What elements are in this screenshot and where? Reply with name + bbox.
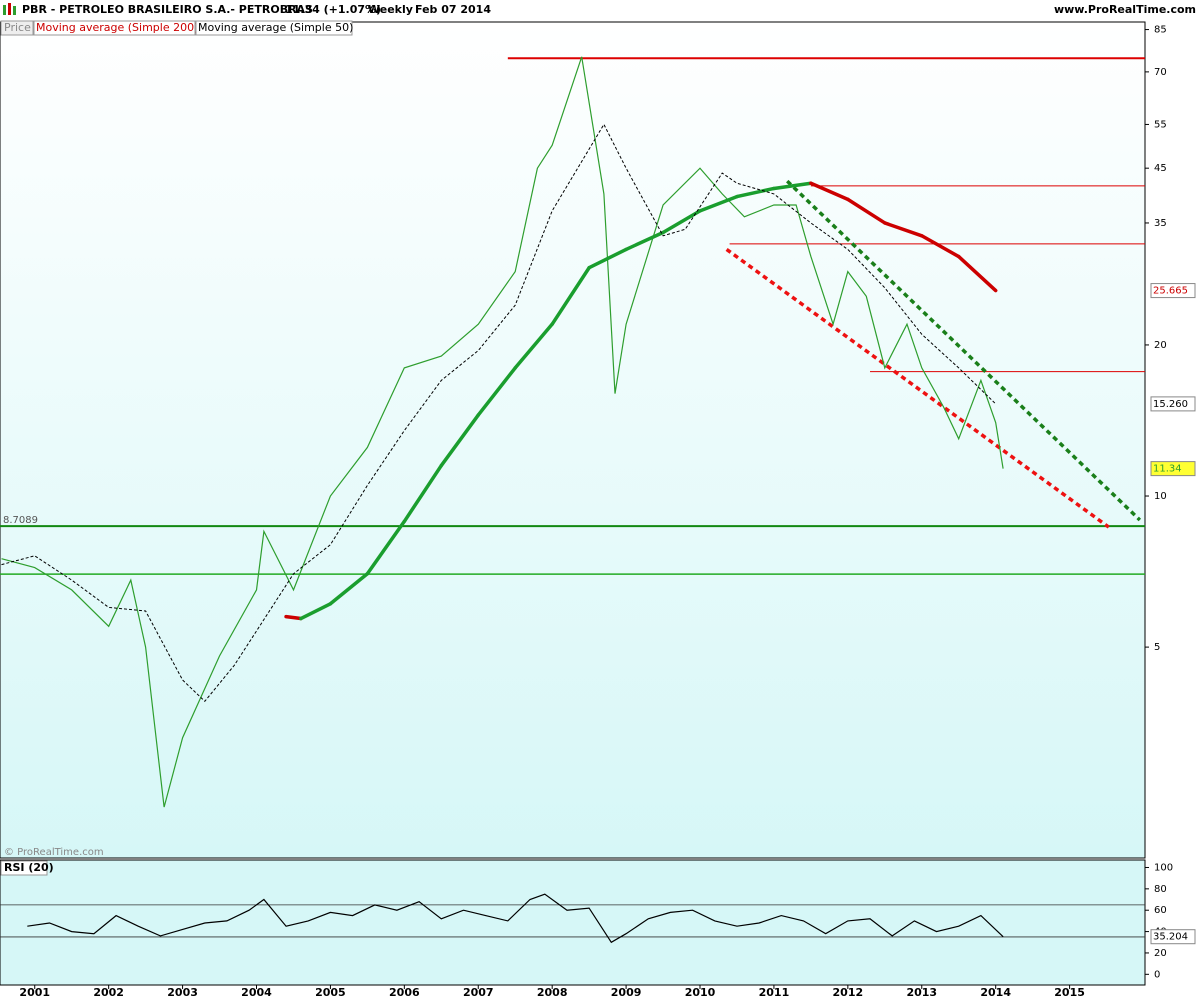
sma200-segment — [956, 254, 998, 293]
sma200-segment — [439, 413, 481, 468]
y-tick-label: 20 — [1154, 340, 1167, 351]
x-tick-label: 2008 — [537, 986, 568, 999]
y-tick-label: 10 — [1154, 491, 1167, 502]
y-tick-label: 20 — [1154, 948, 1167, 959]
y-tick-label: 0 — [1154, 969, 1160, 980]
quote: 11.34 (+1.07%) — [285, 3, 381, 16]
sma200-segment — [299, 602, 333, 621]
sma200-segment — [284, 614, 303, 621]
y-tick-label: 45 — [1154, 163, 1167, 174]
y-tick-label: 55 — [1154, 119, 1167, 130]
y-tick-label: 35 — [1154, 218, 1167, 229]
x-tick-label: 2012 — [833, 986, 864, 999]
y-tick-label: 70 — [1154, 67, 1167, 78]
y-tick-label: 5 — [1154, 642, 1160, 653]
last-value-label: 15.260 — [1153, 399, 1188, 410]
last-value-box — [1150, 396, 1196, 412]
x-tick-label: 2001 — [19, 986, 50, 999]
x-tick-label: 2010 — [685, 986, 716, 999]
y-tick-label: 80 — [1154, 884, 1167, 895]
x-tick-label: 2003 — [167, 986, 198, 999]
sma200-segment — [846, 197, 887, 225]
x-tick-label: 2015 — [1054, 986, 1085, 999]
last-value-label: 35.204 — [1153, 932, 1188, 943]
last-value-box — [1150, 929, 1196, 945]
legend-price: Price — [4, 21, 31, 34]
y-tick-label: 100 — [1154, 862, 1173, 873]
sma200-segment — [735, 186, 776, 199]
rsi-panel — [0, 859, 1146, 986]
sma200-segment — [883, 221, 924, 238]
legend-box — [33, 20, 196, 36]
chart-title: PBR - PETROLEO BRASILEIRO S.A.- PETROBRA… — [22, 3, 313, 16]
trendline — [786, 179, 1142, 522]
sma200-segment — [550, 265, 591, 326]
source: www.ProRealTime.com — [1054, 3, 1196, 16]
price-line — [1, 56, 1004, 808]
logo — [3, 3, 16, 15]
x-tick-label: 2007 — [463, 986, 494, 999]
date: Feb 07 2014 — [415, 3, 491, 16]
legend-box — [0, 20, 34, 36]
sma200-segment — [328, 572, 370, 606]
x-tick-label: 2006 — [389, 986, 420, 999]
sma200-segment — [402, 463, 444, 524]
last-value-box — [1150, 283, 1196, 299]
y-tick-label: 85 — [1154, 25, 1167, 36]
sma200-segment — [587, 247, 628, 270]
sma200-segment — [365, 519, 407, 576]
x-tick-label: 2002 — [93, 986, 124, 999]
last-value-box — [1150, 461, 1196, 477]
sma200-segment — [920, 234, 961, 259]
last-value-label: 11.34 — [1153, 464, 1182, 475]
sma200-segment — [809, 181, 850, 202]
sma200-segment — [624, 230, 665, 252]
y-tick-label: 60 — [1154, 905, 1167, 916]
trendline — [725, 247, 1110, 529]
legend-sma50: Moving average (Simple 50) — [198, 21, 353, 34]
x-tick-label: 2014 — [980, 986, 1011, 999]
rsi-line — [27, 893, 1004, 944]
sma200-segment — [661, 209, 702, 235]
x-tick-label: 2009 — [611, 986, 642, 999]
x-tick-label: 2005 — [315, 986, 346, 999]
sma50 — [1, 123, 997, 703]
legend-box — [0, 860, 48, 876]
rsi-title: RSI (20) — [4, 861, 54, 874]
price-panel — [0, 21, 1146, 859]
x-tick-label: 2011 — [759, 986, 790, 999]
last-value-label: 25.665 — [1153, 286, 1188, 297]
period: Weekly — [368, 3, 413, 16]
legend-box — [195, 20, 353, 36]
watermark: © ProRealTime.com — [4, 847, 104, 858]
sma200-segment — [698, 194, 739, 213]
x-tick-label: 2013 — [906, 986, 937, 999]
sma200-segment — [513, 322, 554, 370]
x-tick-label: 2004 — [241, 986, 272, 999]
sma200-segment — [476, 366, 517, 417]
legend-sma200: Moving average (Simple 200) — [36, 21, 198, 34]
sma200-segment — [772, 181, 813, 191]
level-label: 8.7089 — [3, 515, 38, 526]
